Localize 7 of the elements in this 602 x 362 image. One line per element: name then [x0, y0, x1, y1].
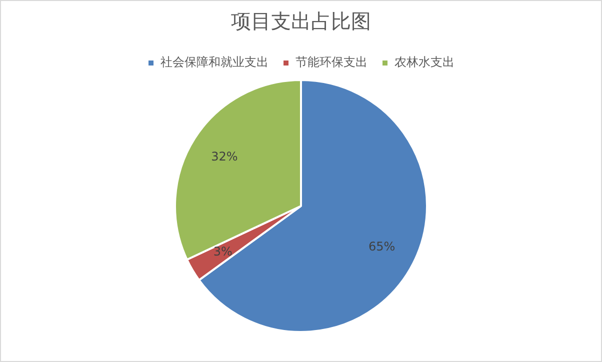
data-label: 65% — [368, 239, 396, 254]
data-label: 3% — [213, 244, 232, 258]
legend-label: 农林水支出 — [394, 55, 454, 70]
legend-label: 社会保障和就业支出 — [160, 55, 268, 70]
legend-label: 节能环保支出 — [296, 55, 368, 70]
chart-title: 项目支出占比图 — [231, 9, 371, 34]
data-label: 32% — [211, 150, 238, 164]
